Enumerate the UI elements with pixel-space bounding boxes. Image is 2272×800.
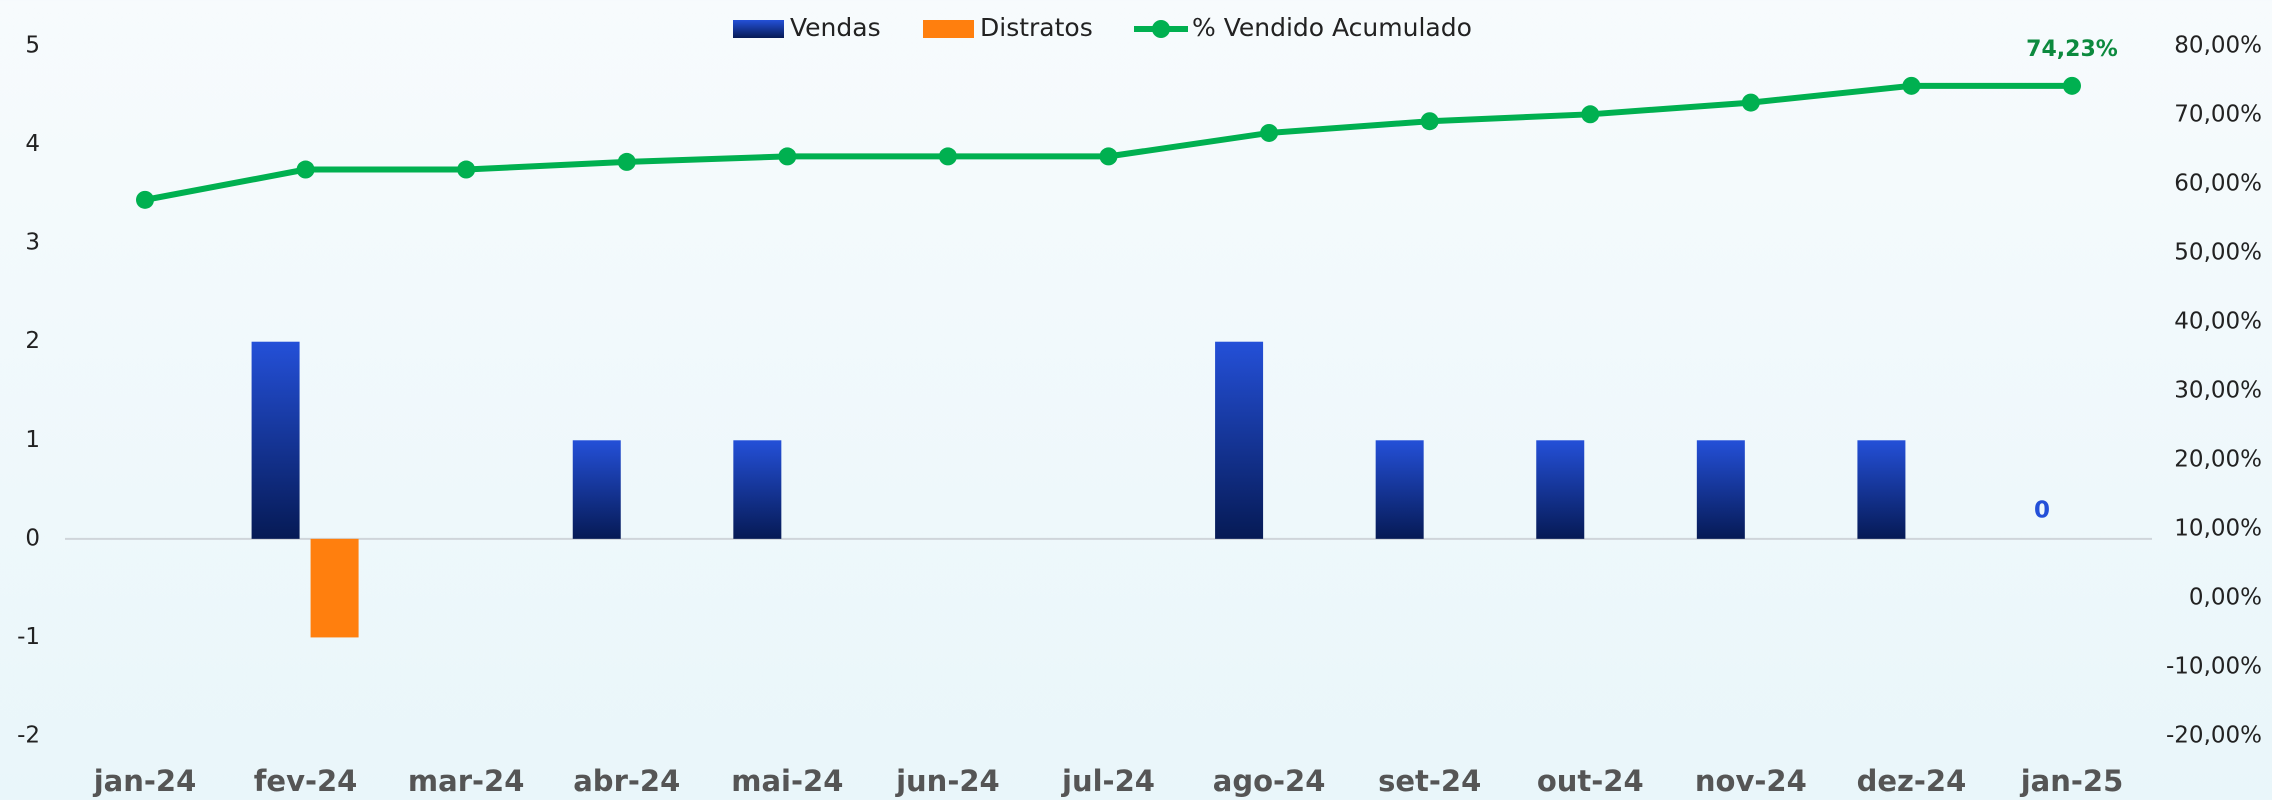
x-tick-label: jan-24	[93, 764, 197, 798]
line-point	[778, 147, 797, 166]
y-tick-label: 5	[25, 33, 40, 59]
x-tick-label: abr-24	[573, 764, 680, 798]
bar	[1536, 440, 1585, 539]
y2-tick-label: -10,00%	[2166, 654, 2262, 680]
bar	[1696, 440, 1745, 539]
y2-tick-label: 0,00%	[2189, 585, 2262, 611]
y-tick-label: -2	[17, 723, 40, 749]
y2-tick-label: 80,00%	[2174, 33, 2262, 59]
line-point	[938, 147, 957, 166]
x-tick-label: nov-24	[1695, 764, 1807, 798]
legend-label: % Vendido Acumulado	[1192, 13, 1472, 42]
x-tick-label: dez-24	[1857, 764, 1967, 798]
x-tick-label: fev-24	[254, 764, 358, 798]
y2-tick-label: -20,00%	[2166, 723, 2262, 749]
y2-tick-label: 70,00%	[2174, 102, 2262, 128]
line-point	[2063, 76, 2081, 95]
line-point	[136, 190, 154, 209]
x-tick-label: mai-24	[731, 764, 843, 798]
y2-tick-label: 60,00%	[2174, 171, 2262, 197]
x-tick-label: set-24	[1378, 764, 1481, 798]
line-point	[1741, 93, 1760, 112]
line	[144, 82, 2072, 203]
y2-tick-label: 20,00%	[2174, 447, 2262, 473]
bar	[1375, 440, 1424, 539]
legend-marker	[1152, 20, 1170, 38]
y-tick-label: 2	[25, 328, 40, 354]
line-point	[1099, 147, 1118, 166]
bar	[310, 538, 359, 638]
y2-tick-label: 50,00%	[2174, 240, 2262, 266]
legend-label: Vendas	[790, 13, 881, 42]
x-tick-label: ago-24	[1213, 764, 1326, 798]
legend-swatch	[733, 20, 784, 38]
data-label: 74,23%	[2026, 37, 2118, 62]
x-tick-label: out-24	[1537, 764, 1644, 798]
y-tick-label: -1	[17, 624, 40, 650]
bar	[251, 341, 300, 539]
bar	[733, 440, 782, 539]
line-point	[1902, 76, 1921, 95]
x-tick-label: jan-25	[2020, 764, 2124, 798]
line-point	[617, 152, 636, 171]
y-tick-label: 1	[25, 427, 40, 453]
line-point	[457, 160, 476, 179]
line-point	[1581, 105, 1600, 124]
bar	[1857, 440, 1906, 539]
bar	[1215, 341, 1264, 539]
data-label: 0	[2034, 497, 2050, 523]
x-tick-label: mar-24	[408, 764, 524, 798]
y-tick-label: 0	[25, 525, 40, 551]
line-point	[1420, 112, 1439, 131]
y2-tick-label: 30,00%	[2174, 378, 2262, 404]
line-point	[296, 160, 315, 179]
bar	[572, 440, 621, 539]
legend-swatch	[923, 20, 974, 38]
line-point	[1260, 123, 1279, 142]
y-tick-label: 4	[25, 131, 40, 157]
legend-label: Distratos	[980, 13, 1093, 42]
x-tick-label: jul-24	[1061, 764, 1155, 798]
y-tick-label: 3	[25, 230, 40, 256]
y2-tick-label: 40,00%	[2174, 309, 2262, 335]
x-tick-label: jun-24	[895, 764, 1000, 798]
y2-tick-label: 10,00%	[2174, 516, 2262, 542]
